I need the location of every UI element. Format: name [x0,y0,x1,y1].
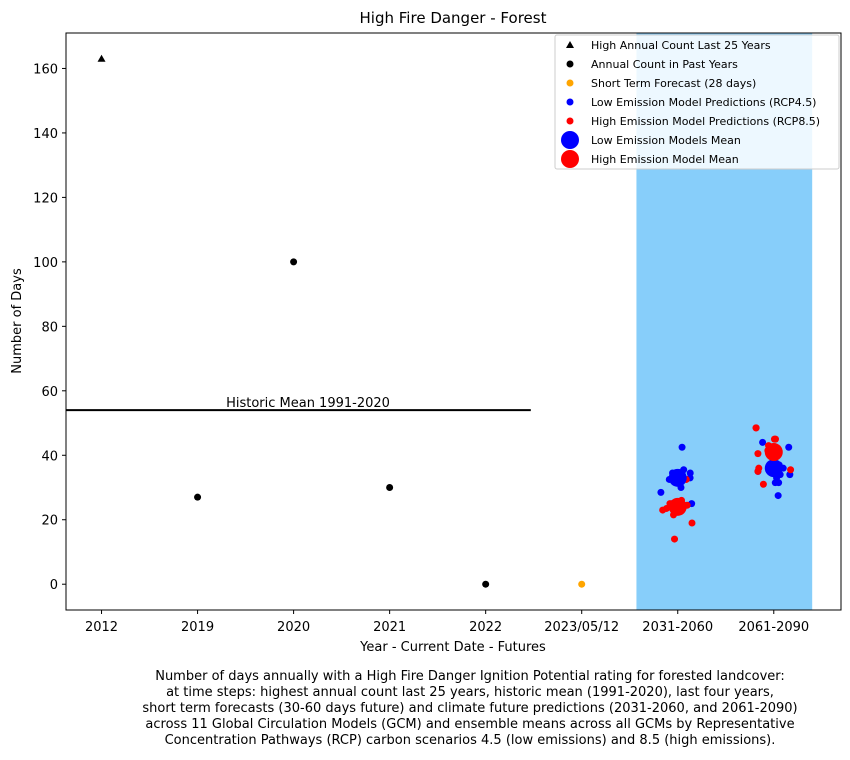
x-tick-label: 2022 [469,620,502,635]
legend-marker [566,98,574,106]
y-axis-label: Number of Days [10,268,25,374]
caption-line: at time steps: highest annual count last… [166,685,774,700]
plot-frame [65,32,842,611]
y-tick-label: 120 [33,191,58,206]
data-point [671,535,679,543]
data-point [752,424,760,432]
data-point [759,480,767,488]
chart-title: High Fire Danger - Forest [360,9,547,27]
caption-line: Concentration Pathways (RCP) carbon scen… [164,733,776,748]
y-tick-label: 0 [50,578,58,593]
x-tick-label: 2019 [181,620,214,635]
data-point [754,450,762,458]
figure-caption: Number of days annually with a High Fire… [95,669,845,749]
legend: High Annual Count Last 25 Years Annual Co… [554,34,840,170]
data-point [659,506,667,514]
data-point [759,438,767,446]
y-tick-label: 100 [33,256,58,271]
x-tick-label: 2031-2060 [642,620,713,635]
x-tick-label: 2061-2090 [738,620,809,635]
data-point [678,443,686,451]
data-point [764,459,783,478]
caption-line: across 11 Global Circulation Models (GCM… [145,717,795,732]
data-point [754,467,762,475]
x-tick-label: 2012 [85,620,118,635]
legend-marker [566,117,574,125]
x-tick-label: 2021 [373,620,406,635]
y-tick-label: 20 [41,514,58,529]
y-tick-label: 140 [33,127,58,142]
caption-line: short term forecasts (30-60 days future)… [142,701,798,716]
y-tick-label: 60 [41,385,58,400]
legend-label: Low Emission Model Predictions (RCP4.5) [591,96,816,109]
data-point [770,435,778,443]
x-tick-label: 2023/05/12 [544,620,619,635]
data-point [290,258,298,266]
data-point [774,492,782,500]
y-tick-label: 160 [33,62,58,77]
data-point [482,580,490,588]
legend-label: High Emission Model Predictions (RCP8.5) [591,115,820,128]
data-point [657,488,665,496]
legend-marker [566,41,574,48]
data-point [787,466,795,474]
data-point [386,484,394,492]
legend-marker [566,79,574,87]
x-tick-label: 2020 [277,620,310,635]
legend-label: High Emission Model Mean [591,153,739,166]
legend-label: High Annual Count Last 25 Years [591,39,771,52]
data-point [194,493,202,501]
legend-label: Short Term Forecast (28 days) [591,77,756,90]
data-point [668,497,687,516]
legend-label: Low Emission Models Mean [591,134,741,147]
y-tick-label: 80 [41,320,58,335]
legend-marker [566,60,574,68]
legend-marker [561,150,579,168]
legend-marker [561,131,579,149]
caption-line: Number of days annually with a High Fire… [155,669,785,684]
fire-danger-chart: Historic Mean 1991-2020 2012 2019 2020 2021… [10,9,842,655]
data-point [785,443,793,451]
data-point [775,479,783,487]
legend-label: Annual Count in Past Years [591,58,738,71]
y-tick-label: 40 [41,449,58,464]
data-point [688,519,696,527]
historic-mean-label: Historic Mean 1991-2020 [226,396,390,411]
x-axis-label: Year - Current Date - Futures [359,640,546,655]
data-point [97,54,106,62]
data-point [578,580,586,588]
data-point [668,468,687,487]
data-point [764,443,783,462]
legend-box [554,34,840,170]
